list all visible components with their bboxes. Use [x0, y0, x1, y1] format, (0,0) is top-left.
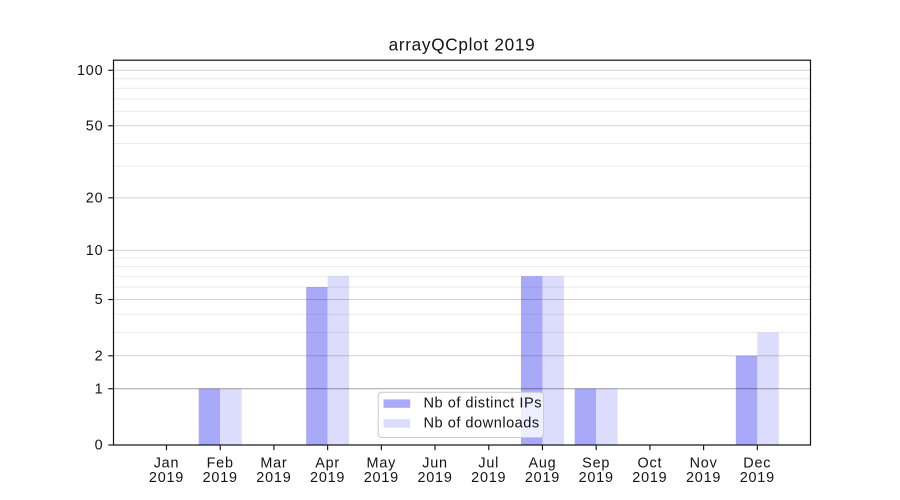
svg-text:Aug: Aug [528, 455, 556, 471]
svg-text:Sep: Sep [582, 455, 610, 471]
svg-text:1: 1 [95, 381, 104, 397]
svg-text:Jun: Jun [422, 455, 448, 471]
svg-text:2019: 2019 [310, 470, 345, 486]
svg-text:Apr: Apr [315, 455, 340, 471]
svg-text:Oct: Oct [637, 455, 662, 471]
svg-text:Mar: Mar [260, 455, 287, 471]
svg-text:2019: 2019 [632, 470, 667, 486]
svg-text:arrayQCplot 2019: arrayQCplot 2019 [389, 34, 536, 54]
svg-text:Nov: Nov [690, 455, 718, 471]
svg-text:Jan: Jan [154, 455, 180, 471]
svg-text:Dec: Dec [743, 455, 771, 471]
svg-text:0: 0 [95, 438, 104, 454]
svg-text:Nb of distinct IPs: Nb of distinct IPs [424, 396, 543, 412]
svg-text:2019: 2019 [686, 470, 721, 486]
svg-text:50: 50 [86, 118, 104, 134]
svg-text:10: 10 [86, 243, 104, 259]
svg-text:2019: 2019 [579, 470, 614, 486]
svg-text:Nb of downloads: Nb of downloads [424, 415, 540, 431]
svg-text:2: 2 [95, 348, 104, 364]
svg-text:Jul: Jul [478, 455, 499, 471]
svg-text:Feb: Feb [207, 455, 234, 471]
svg-text:2019: 2019 [149, 470, 184, 486]
svg-text:20: 20 [86, 190, 104, 206]
svg-text:2019: 2019 [364, 470, 399, 486]
svg-text:2019: 2019 [471, 470, 506, 486]
svg-text:2019: 2019 [256, 470, 291, 486]
svg-text:2019: 2019 [203, 470, 238, 486]
svg-text:2019: 2019 [417, 470, 452, 486]
svg-text:May: May [367, 455, 397, 471]
svg-text:2019: 2019 [525, 470, 560, 486]
svg-text:100: 100 [77, 63, 103, 79]
svg-text:2019: 2019 [740, 470, 775, 486]
svg-text:5: 5 [95, 292, 104, 308]
